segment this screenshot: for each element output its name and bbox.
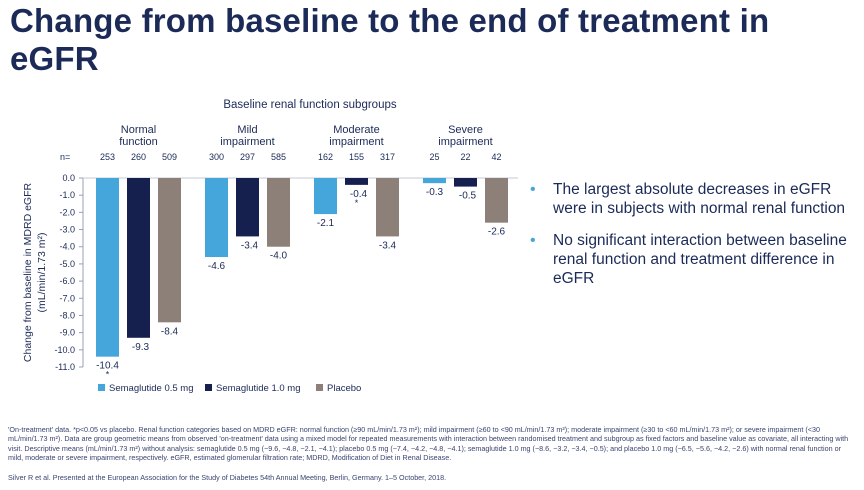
y-tick-label: 0.0	[62, 173, 75, 183]
key-point-text: The largest absolute decreases in eGFR w…	[553, 181, 846, 217]
citation: Silver R et al. Presented at the Europea…	[8, 473, 447, 482]
bullet-dot-icon: •	[530, 181, 536, 198]
y-tick-label: -7.0	[59, 293, 75, 303]
n-count: 253	[100, 152, 115, 162]
bar	[454, 178, 477, 187]
y-tick-label: -8.0	[59, 310, 75, 320]
category-label: Moderate	[333, 124, 379, 136]
data-label: -0.5	[459, 191, 477, 202]
chart-title: Baseline renal function subgroups	[223, 99, 397, 111]
bar	[127, 178, 150, 338]
y-tick-label: -1.0	[59, 190, 75, 200]
n-count: 22	[460, 152, 470, 162]
data-label: -0.4	[350, 189, 368, 200]
category-label: Normal	[121, 124, 156, 136]
n-count: 260	[131, 152, 146, 162]
data-label: -3.4	[241, 240, 259, 251]
y-tick-label: -5.0	[59, 259, 75, 269]
significance-marker: *	[106, 370, 110, 380]
legend-label: Semaglutide 0.5 mg	[109, 383, 194, 394]
key-point-text: No significant interaction between basel…	[553, 232, 847, 287]
data-label: -10.4	[96, 361, 119, 372]
data-label: -4.0	[270, 251, 288, 262]
footnote: 'On-treatment' data. *p<0.05 vs placebo.…	[8, 425, 849, 462]
category-label: impairment	[438, 136, 492, 148]
n-count: 300	[209, 152, 224, 162]
significance-marker: *	[355, 198, 359, 208]
y-tick-label: -11.0	[55, 362, 75, 372]
bar	[376, 178, 399, 237]
legend-label: Placebo	[327, 383, 361, 394]
bar	[158, 178, 181, 323]
y-tick-label: -4.0	[59, 242, 75, 252]
category-label: function	[119, 136, 158, 148]
bar	[423, 178, 446, 184]
page-title: Change from baseline to the end of treat…	[10, 2, 770, 77]
bar	[485, 178, 508, 223]
n-count: 155	[349, 152, 364, 162]
data-label: -2.6	[488, 227, 506, 238]
data-label: -2.1	[317, 218, 335, 229]
bar-chart: Baseline renal function subgroups Normalf…	[22, 99, 518, 394]
key-point: • The largest absolute decreases in eGFR…	[527, 180, 857, 218]
category-label: impairment	[220, 136, 274, 148]
data-label: -8.4	[161, 326, 179, 337]
bar	[96, 178, 119, 357]
key-point: • No significant interaction between bas…	[527, 231, 857, 288]
n-count: 162	[318, 152, 333, 162]
n-count: 297	[240, 152, 255, 162]
n-count: 509	[162, 152, 177, 162]
bullet-dot-icon: •	[530, 232, 536, 249]
y-tick-label: -10.0	[54, 345, 75, 355]
bar	[267, 178, 290, 247]
data-label: -9.3	[132, 342, 150, 353]
legend-swatch	[98, 384, 105, 391]
category-label: impairment	[329, 136, 383, 148]
bar	[345, 178, 368, 185]
data-label: -0.3	[426, 187, 444, 198]
bar	[236, 178, 259, 237]
key-points: • The largest absolute decreases in eGFR…	[527, 180, 857, 301]
y-tick-label: -6.0	[59, 276, 75, 286]
n-count: 585	[271, 152, 286, 162]
y-tick-label: -3.0	[59, 225, 75, 235]
n-count: 42	[491, 152, 501, 162]
y-tick-label: -9.0	[59, 328, 75, 338]
legend-swatch	[205, 384, 212, 391]
data-label: -3.4	[379, 240, 397, 251]
data-label: -4.6	[208, 261, 226, 272]
category-label: Severe	[448, 124, 483, 136]
n-count: 25	[429, 152, 439, 162]
category-label: Mild	[237, 124, 257, 136]
n-count: 317	[380, 152, 395, 162]
bar	[205, 178, 228, 258]
legend-swatch	[316, 384, 323, 391]
legend-label: Semaglutide 1.0 mg	[216, 383, 301, 394]
n-label: n=	[60, 152, 70, 162]
y-axis-label: (mL/min/1.73 m²)	[36, 233, 48, 313]
y-axis-label: Change from baseline in MDRD eGFR	[22, 183, 34, 363]
y-tick-label: -2.0	[59, 207, 75, 217]
bar	[314, 178, 337, 215]
